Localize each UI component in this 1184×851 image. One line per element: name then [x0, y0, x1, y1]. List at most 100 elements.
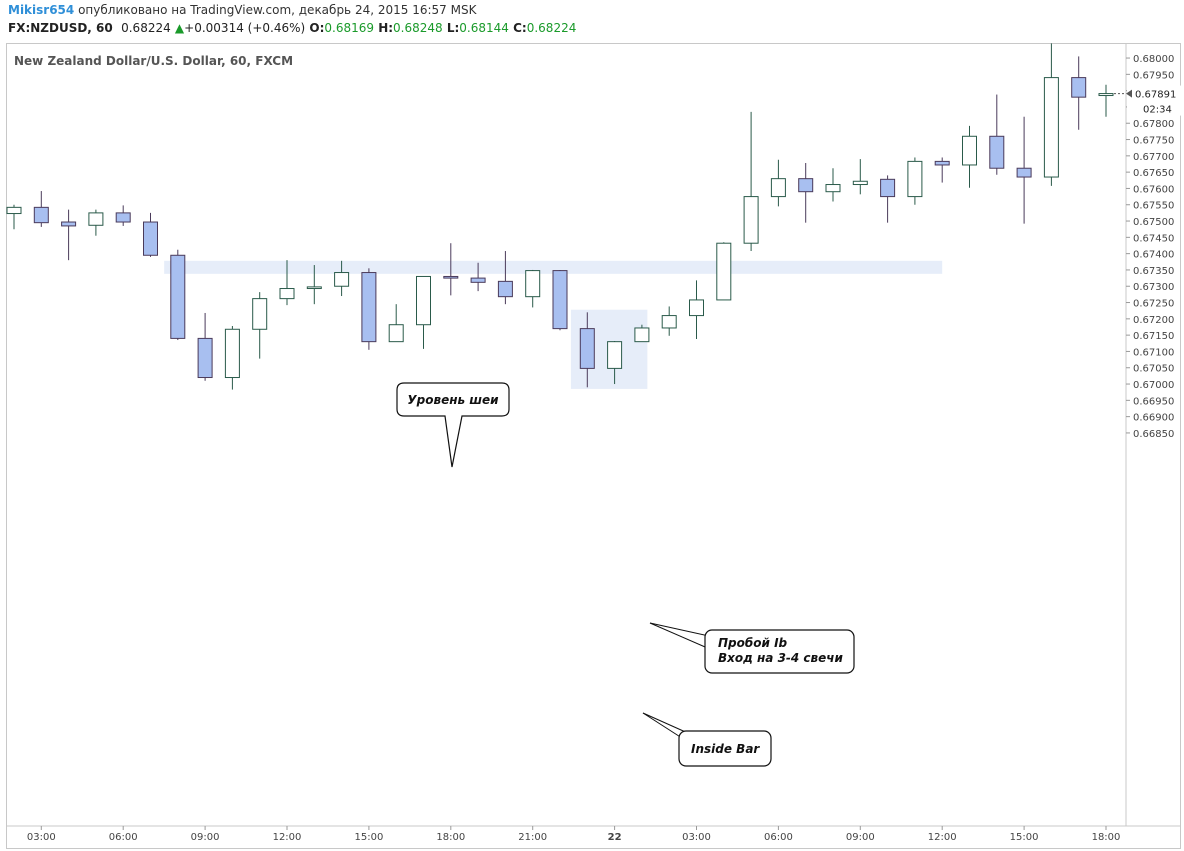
candle[interactable] — [607, 341, 623, 385]
publication-header: Mikisr654 опубликовано на TradingView.co… — [8, 3, 476, 17]
candle-body — [170, 254, 186, 339]
candle[interactable] — [1043, 43, 1059, 186]
candle[interactable] — [88, 209, 104, 236]
candle[interactable] — [470, 262, 486, 292]
y-tick-label: 0.67700 — [1133, 152, 1174, 163]
candle[interactable] — [689, 280, 704, 340]
last-price-label: 0.67891 — [1135, 90, 1176, 101]
candle[interactable] — [6, 204, 22, 230]
x-tick-label: 09:00 — [846, 832, 875, 843]
candle-body — [579, 328, 595, 369]
y-tick-label: 0.67300 — [1133, 282, 1174, 293]
candle[interactable] — [661, 306, 677, 336]
candle[interactable] — [1016, 116, 1032, 224]
candle[interactable] — [361, 268, 377, 350]
y-tick-label: 0.67800 — [1133, 119, 1174, 130]
candle[interactable] — [907, 157, 923, 205]
x-tick-label: 22 — [608, 832, 622, 843]
candle[interactable] — [825, 168, 841, 202]
candle[interactable] — [525, 269, 541, 308]
candle[interactable] — [306, 265, 322, 305]
y-tick-label: 0.67000 — [1133, 380, 1174, 391]
price-change: +0.00314 (+0.46%) — [184, 21, 306, 35]
candle[interactable] — [224, 326, 240, 390]
candle[interactable] — [1098, 84, 1114, 117]
last-price-box — [1127, 85, 1181, 116]
candle[interactable] — [798, 163, 814, 223]
candle-body — [497, 280, 513, 298]
candle-body — [306, 286, 322, 290]
candle-body — [470, 277, 486, 283]
candle[interactable] — [115, 205, 131, 226]
candle[interactable] — [443, 243, 459, 296]
open-label: O: — [309, 21, 325, 35]
last-price-pointer-icon — [1126, 89, 1132, 98]
candle[interactable] — [579, 312, 595, 388]
candle[interactable] — [279, 260, 295, 306]
candle-body — [443, 275, 459, 279]
high-label: H: — [378, 21, 394, 35]
y-tick-label: 0.67450 — [1133, 233, 1174, 244]
y-tick-label: 0.67550 — [1133, 201, 1174, 212]
candle-body — [880, 178, 896, 198]
author-link[interactable]: Mikisr654 — [8, 3, 75, 17]
candle-body — [143, 221, 158, 256]
candle[interactable] — [770, 159, 786, 207]
low-label: L: — [446, 21, 460, 35]
candle-body — [388, 324, 404, 343]
x-tick-label: 03:00 — [27, 832, 56, 843]
breakout-label-line2: Вход на 3-4 свечи — [718, 651, 844, 665]
candle[interactable] — [716, 242, 732, 301]
candle[interactable] — [416, 275, 431, 349]
neckline-callout: Уровень шеи — [396, 382, 510, 468]
candle[interactable] — [852, 159, 868, 195]
y-tick-label: 0.67650 — [1133, 168, 1174, 179]
chart-title: New Zealand Dollar/U.S. Dollar, 60, FXCM — [14, 54, 293, 68]
candle-body — [197, 337, 213, 379]
y-tick-label: 0.66950 — [1133, 396, 1174, 407]
candle-body — [661, 315, 677, 329]
candle[interactable] — [1071, 56, 1087, 130]
candle[interactable] — [743, 111, 759, 252]
y-tick-label: 0.66850 — [1133, 429, 1174, 440]
candle[interactable] — [61, 209, 77, 261]
candle[interactable] — [552, 269, 568, 331]
inside-bar-callout: Inside Bar — [642, 712, 772, 767]
candle-body — [33, 206, 49, 224]
candle-body — [852, 180, 868, 186]
high-value: 0.68248 — [393, 21, 443, 35]
candle-body — [634, 327, 650, 343]
candle[interactable] — [143, 212, 158, 257]
candle[interactable] — [880, 175, 896, 223]
last-price: 0.68224 — [121, 21, 171, 35]
candle-body — [361, 272, 377, 343]
candle[interactable] — [197, 312, 213, 381]
candle[interactable] — [334, 260, 350, 297]
candle[interactable] — [170, 249, 186, 341]
candle-body — [962, 135, 977, 166]
candle[interactable] — [33, 191, 49, 227]
candle[interactable] — [388, 304, 404, 343]
candle-body — [716, 242, 732, 301]
candle[interactable] — [989, 94, 1005, 175]
candle[interactable] — [634, 324, 650, 343]
chart-panel[interactable] — [6, 43, 1181, 849]
y-tick-label: 0.67750 — [1133, 136, 1174, 147]
candle-body — [6, 206, 22, 215]
candle[interactable] — [962, 125, 977, 188]
candle-body — [279, 288, 295, 300]
candle[interactable] — [934, 157, 950, 183]
candle[interactable] — [252, 292, 268, 359]
y-tick-label: 0.67050 — [1133, 364, 1174, 375]
candle-body — [934, 160, 950, 166]
candle-body — [224, 328, 240, 379]
symbol-info-bar: FX:NZDUSD, 60 0.68224 ▲+0.00314 (+0.46%)… — [8, 21, 576, 35]
candle-body — [1016, 167, 1032, 178]
candle-body — [525, 270, 541, 298]
x-tick-label: 21:00 — [518, 832, 547, 843]
x-tick-label: 15:00 — [354, 832, 383, 843]
candle[interactable] — [497, 251, 513, 305]
symbol-label[interactable]: FX:NZDUSD, 60 — [8, 21, 113, 35]
neckline-label: Уровень шеи — [407, 393, 499, 407]
